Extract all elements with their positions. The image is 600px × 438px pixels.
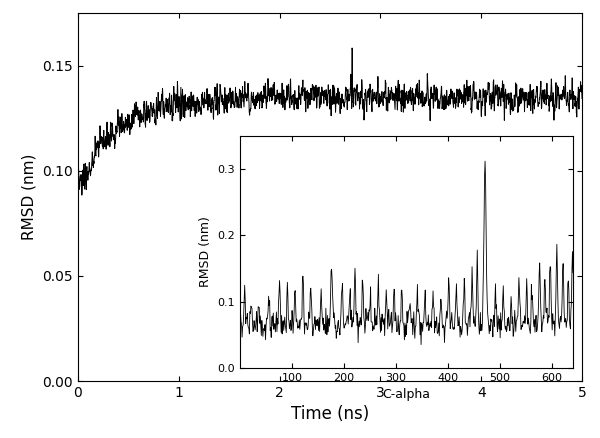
Y-axis label: RMSD (nm): RMSD (nm): [199, 216, 212, 287]
X-axis label: C-alpha: C-alpha: [383, 389, 431, 401]
X-axis label: Time (ns): Time (ns): [291, 406, 369, 424]
Y-axis label: RMSD (nm): RMSD (nm): [22, 154, 37, 240]
